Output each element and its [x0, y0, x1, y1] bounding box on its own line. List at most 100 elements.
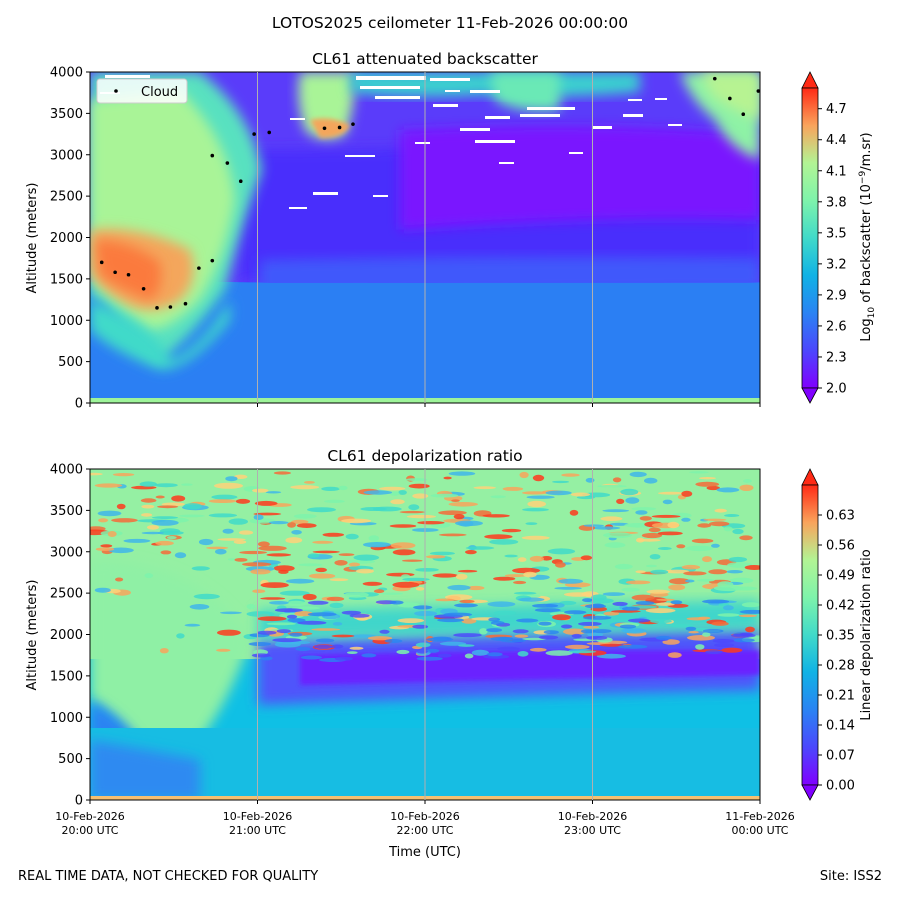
- depol-speckle: [517, 651, 529, 657]
- depolarization-colorbar-label: Linear depolarization ratio: [859, 549, 874, 720]
- depol-speckle: [726, 570, 743, 574]
- depol-speckle: [414, 610, 438, 617]
- depol-speckle: [273, 471, 291, 475]
- cloud-base-point: [99, 260, 104, 265]
- depol-speckle: [523, 571, 537, 578]
- depol-speckle: [504, 574, 527, 578]
- backscatter-hour-gridlines: [257, 72, 593, 403]
- depol-speckle: [157, 530, 184, 536]
- depol-speckle: [525, 522, 538, 525]
- y-tick-label: 0: [75, 794, 83, 809]
- depol-speckle: [552, 614, 571, 621]
- depol-speckle: [526, 495, 555, 499]
- depol-speckle: [363, 490, 393, 495]
- depol-speckle: [343, 592, 369, 598]
- depol-speckle: [738, 614, 758, 618]
- depol-speckle: [208, 499, 237, 503]
- depol-speckle: [461, 618, 477, 624]
- depol-speckle: [597, 484, 627, 488]
- depol-speckle: [591, 526, 621, 530]
- depol-speckle: [745, 626, 755, 633]
- colorbar-tick-label: 3.2: [826, 257, 847, 272]
- depol-speckle: [307, 600, 329, 605]
- depol-speckle: [123, 538, 151, 543]
- depol-speckle: [234, 558, 248, 562]
- depol-speckle: [612, 477, 622, 483]
- cloud-base-point: [225, 161, 230, 165]
- depol-speckle: [338, 485, 348, 491]
- depol-speckle: [547, 548, 576, 555]
- depol-speckle: [348, 562, 361, 567]
- depol-speckle: [296, 523, 317, 528]
- depol-speckle: [334, 560, 348, 566]
- depol-speckle: [552, 480, 570, 484]
- depol-speckle: [534, 608, 561, 613]
- depol-speckle: [415, 587, 425, 591]
- y-tick-label: 1500: [50, 669, 83, 684]
- depol-speckle: [512, 567, 541, 574]
- y-tick-label: 3000: [50, 545, 83, 560]
- depol-speckle: [635, 510, 648, 515]
- depol-speckle: [545, 650, 573, 656]
- cloud-base-point: [741, 112, 746, 117]
- depol-speckle: [620, 488, 639, 496]
- depol-speckle: [596, 653, 626, 659]
- depol-speckle: [214, 482, 243, 489]
- depol-speckle: [208, 513, 238, 518]
- depol-speckle: [356, 568, 374, 574]
- depol-speckle: [112, 473, 135, 477]
- x-tick-label: 23:00 UTC: [564, 824, 621, 837]
- y-tick-label: 4000: [50, 463, 83, 478]
- depol-speckle: [668, 584, 686, 591]
- depol-speckle: [555, 562, 566, 568]
- depol-speckle: [285, 600, 307, 607]
- depol-speckle: [602, 592, 626, 596]
- depol-speckle: [346, 651, 358, 654]
- depol-speckle: [493, 610, 517, 615]
- depol-speckle: [504, 554, 518, 558]
- depol-speckle: [448, 502, 478, 507]
- depol-speckle: [744, 565, 760, 570]
- depol-speckle: [98, 518, 109, 523]
- depol-speckle: [641, 532, 663, 539]
- depol-speckle: [430, 493, 459, 498]
- depol-speckle: [687, 635, 715, 641]
- depol-speckle: [658, 491, 685, 495]
- depol-speckle: [321, 486, 340, 491]
- depol-speckle: [253, 514, 264, 520]
- cloud-base-series: [99, 76, 761, 310]
- depolarization-colorbar-ticks: 0.00 0.07 0.14 0.21 0.28 0.35 0.42 0.49 0.56 0.63: [818, 509, 855, 794]
- depol-speckle: [416, 649, 428, 654]
- depol-speckle: [115, 577, 124, 582]
- depol-speckle: [614, 563, 633, 570]
- depol-speckle: [570, 492, 591, 497]
- depol-speckle: [669, 578, 691, 585]
- depol-speckle: [646, 564, 657, 568]
- depol-speckle: [331, 634, 355, 638]
- depol-speckle: [490, 495, 507, 499]
- depol-speckle: [252, 488, 269, 493]
- depol-speckle: [522, 491, 548, 495]
- depol-speckle: [258, 545, 287, 551]
- depol-speckle: [257, 630, 277, 635]
- depol-speckle: [685, 545, 714, 552]
- depol-speckle: [384, 639, 403, 643]
- depol-speckle: [389, 600, 404, 605]
- depol-speckle: [141, 513, 153, 517]
- depol-speckle: [338, 553, 355, 556]
- colorbar-tick-label: 0.07: [826, 749, 855, 764]
- depol-speckle: [432, 573, 459, 578]
- depol-speckle: [664, 569, 690, 574]
- depol-speckle: [667, 521, 680, 529]
- colorbar-tick-label: 2.0: [826, 382, 847, 397]
- depol-speckle: [717, 613, 740, 617]
- depol-speckle: [733, 638, 755, 643]
- depol-speckle: [97, 510, 122, 517]
- depol-speckle: [714, 643, 735, 648]
- depol-speckle: [151, 516, 179, 519]
- quality-disclaimer: REAL TIME DATA, NOT CHECKED FOR QUALITY: [18, 869, 319, 884]
- depol-speckle: [583, 625, 600, 629]
- depol-speckle: [265, 491, 282, 494]
- depol-speckle: [591, 629, 612, 634]
- depol-speckle: [293, 514, 317, 519]
